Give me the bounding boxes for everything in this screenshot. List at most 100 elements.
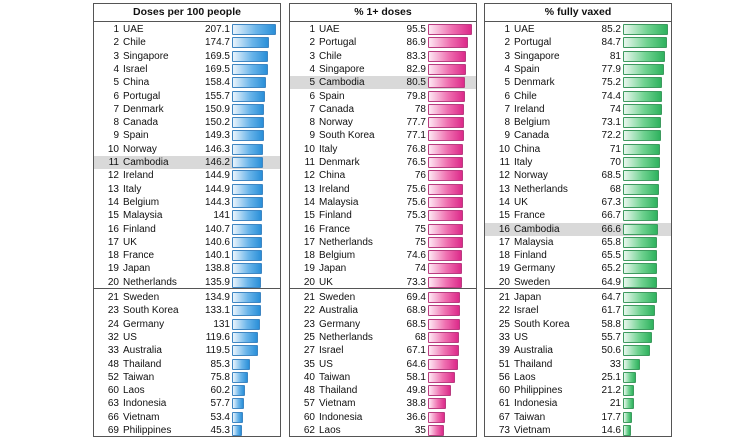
value-label: 81 xyxy=(609,50,621,62)
value-label: 77.1 xyxy=(406,130,426,142)
table-row: 18 Belgium 74.6 xyxy=(290,249,476,262)
table-row: 39 Australia 50.6 xyxy=(485,344,671,357)
rank-label: 15 xyxy=(303,210,315,222)
table-row: 48 Thailand 85.3 xyxy=(94,358,280,371)
table-row: 16 Finland 140.7 xyxy=(94,223,280,236)
value-bar xyxy=(623,345,650,357)
value-bar xyxy=(232,117,265,129)
rank-label: 27 xyxy=(303,345,315,357)
table-row: 15 France 66.7 xyxy=(485,209,671,222)
rank-label: 13 xyxy=(107,183,119,195)
rank-label: 20 xyxy=(498,276,510,288)
value-bar xyxy=(232,223,263,235)
country-label: South Korea xyxy=(123,305,179,317)
rank-label: 17 xyxy=(107,236,119,248)
value-bar xyxy=(623,24,668,35)
value-bar xyxy=(232,331,258,343)
country-label: Laos xyxy=(319,425,341,436)
table-row: 9 South Korea 77.1 xyxy=(290,129,476,142)
value-bar xyxy=(232,103,265,115)
rank-label: 15 xyxy=(107,210,119,222)
value-bar xyxy=(232,292,261,303)
rank-label: 21 xyxy=(303,292,315,303)
country-label: South Korea xyxy=(514,318,570,330)
value-bar xyxy=(623,103,662,115)
value-bar xyxy=(623,276,657,288)
rank-label: 48 xyxy=(107,358,119,370)
country-label: Norway xyxy=(123,143,157,155)
country-label: Vietnam xyxy=(319,398,356,410)
fully-vaxed-panel: % fully vaxed 1 UAE 85.2 2 Portugal 84.7 3 Sing… xyxy=(484,3,672,437)
country-label: UK xyxy=(123,236,137,248)
country-label: Belgium xyxy=(514,117,551,129)
country-label: Philippines xyxy=(123,425,172,436)
table-row: 48 Thailand 49.8 xyxy=(290,384,476,397)
rank-label: 23 xyxy=(107,305,119,317)
value-label: 58.1 xyxy=(406,371,426,383)
rank-label: 32 xyxy=(107,331,119,343)
value-label: 74 xyxy=(414,263,426,275)
table-row: 25 South Korea 58.8 xyxy=(485,318,671,331)
rank-label: 33 xyxy=(107,345,119,357)
rank-label: 3 xyxy=(309,50,315,62)
rank-label: 8 xyxy=(113,117,119,129)
value-bar xyxy=(623,63,664,75)
table-row: 10 Norway 146.3 xyxy=(94,143,280,156)
value-bar xyxy=(623,77,663,89)
rank-label: 19 xyxy=(107,263,119,275)
value-bar xyxy=(428,385,451,397)
value-label: 169.5 xyxy=(204,63,230,75)
value-label: 140.7 xyxy=(204,223,230,235)
country-label: Spain xyxy=(123,130,149,142)
country-label: Spain xyxy=(319,90,345,102)
rank-label: 5 xyxy=(504,77,510,89)
value-label: 77.9 xyxy=(601,63,621,75)
rank-label: 20 xyxy=(107,276,119,288)
rank-label: 21 xyxy=(498,292,510,303)
country-label: Singapore xyxy=(319,63,365,75)
table-row: 7 Canada 78 xyxy=(290,103,476,116)
country-label: Thailand xyxy=(319,385,358,397)
country-label: Netherlands xyxy=(319,331,373,343)
value-label: 134.9 xyxy=(204,292,230,303)
table-row: 52 Taiwan 75.8 xyxy=(94,371,280,384)
country-label: Israel xyxy=(319,345,344,357)
value-bar xyxy=(428,263,462,275)
value-label: 64.9 xyxy=(601,276,621,288)
value-bar xyxy=(428,143,464,155)
value-label: 21.2 xyxy=(601,385,621,397)
value-bar xyxy=(428,196,463,208)
country-label: Cambodia xyxy=(123,157,169,168)
rank-label: 9 xyxy=(113,130,119,142)
table-row: 60 Laos 60.2 xyxy=(94,384,280,397)
rank-label: 10 xyxy=(498,143,510,155)
country-label: US xyxy=(514,331,528,343)
country-label: Denmark xyxy=(514,77,555,89)
value-bar xyxy=(428,130,464,142)
value-label: 131 xyxy=(213,318,230,330)
table-row: 14 UK 67.3 xyxy=(485,196,671,209)
value-label: 86.9 xyxy=(406,37,426,49)
value-bar xyxy=(428,345,459,357)
country-label: UK xyxy=(514,196,528,208)
rank-label: 22 xyxy=(498,305,510,317)
value-bar xyxy=(623,130,661,142)
table-row: 4 Spain 77.9 xyxy=(485,63,671,76)
table-row: 25 Netherlands 68 xyxy=(290,331,476,344)
table-row: 13 Netherlands 68 xyxy=(485,183,671,196)
country-label: Italy xyxy=(319,143,338,155)
value-label: 72.2 xyxy=(601,130,621,142)
country-label: Japan xyxy=(514,292,542,303)
value-label: 75.3 xyxy=(406,210,426,222)
value-label: 84.7 xyxy=(601,37,621,49)
value-bar xyxy=(428,250,463,262)
table-row: 60 Philippines 21.2 xyxy=(485,384,671,397)
value-label: 83.3 xyxy=(406,50,426,62)
table-row: 7 Ireland 74 xyxy=(485,103,671,116)
table-row: 33 Australia 119.5 xyxy=(94,344,280,357)
country-label: Chile xyxy=(319,50,342,62)
rank-label: 66 xyxy=(107,411,119,423)
rank-label: 33 xyxy=(498,331,510,343)
rank-label: 9 xyxy=(504,130,510,142)
table-row: 2 Chile 174.7 xyxy=(94,36,280,49)
